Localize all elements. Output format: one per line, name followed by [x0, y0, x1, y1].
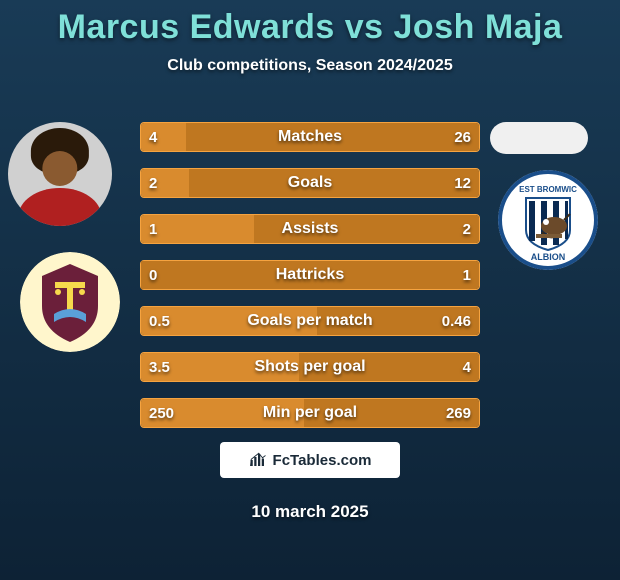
- stat-value-left: 1: [149, 215, 157, 243]
- source-label: FcTables.com: [273, 452, 372, 469]
- stat-value-right: 26: [454, 123, 471, 151]
- stat-value-right: 12: [454, 169, 471, 197]
- bar-right: [186, 123, 479, 151]
- stat-row: 01Hattricks: [140, 260, 480, 290]
- bar-right: [141, 261, 479, 289]
- club-left-crest-icon: [20, 252, 120, 352]
- stat-value-right: 2: [463, 215, 471, 243]
- stat-row: 250269Min per goal: [140, 398, 480, 428]
- bar-right: [254, 215, 479, 243]
- stat-value-left: 250: [149, 399, 174, 427]
- stat-value-left: 2: [149, 169, 157, 197]
- page-subtitle: Club competitions, Season 2024/2025: [0, 57, 620, 75]
- stat-value-right: 1: [463, 261, 471, 289]
- page-title: Marcus Edwards vs Josh Maja: [0, 8, 620, 47]
- stats-container: 426Matches212Goals12Assists01Hattricks0.…: [140, 122, 480, 444]
- svg-text:EST BROMWIC: EST BROMWIC: [519, 185, 577, 194]
- chart-icon: [249, 451, 267, 469]
- source-badge: FcTables.com: [220, 442, 400, 478]
- player-right-placeholder: [490, 122, 588, 154]
- stat-row: 212Goals: [140, 168, 480, 198]
- bar-right: [299, 353, 479, 381]
- stat-value-right: 4: [463, 353, 471, 381]
- stat-value-left: 4: [149, 123, 157, 151]
- bar-left: [141, 215, 254, 243]
- comparison-card: Marcus Edwards vs Josh Maja Club competi…: [0, 0, 620, 580]
- player-left-avatar: [8, 122, 112, 226]
- stat-row: 426Matches: [140, 122, 480, 152]
- stat-value-left: 0.5: [149, 307, 170, 335]
- stat-value-left: 3.5: [149, 353, 170, 381]
- stat-value-right: 269: [446, 399, 471, 427]
- stat-value-right: 0.46: [442, 307, 471, 335]
- club-right-badge: EST BROMWIC ALBION: [498, 170, 598, 270]
- stat-row: 0.50.46Goals per match: [140, 306, 480, 336]
- stat-value-left: 0: [149, 261, 157, 289]
- date-label: 10 march 2025: [0, 502, 620, 522]
- club-right-crest-icon: EST BROMWIC ALBION: [498, 170, 598, 270]
- svg-text:ALBION: ALBION: [531, 252, 566, 262]
- bar-right: [189, 169, 479, 197]
- stat-row: 12Assists: [140, 214, 480, 244]
- bar-left: [141, 123, 186, 151]
- club-left-badge: [20, 252, 120, 352]
- stat-row: 3.54Shots per goal: [140, 352, 480, 382]
